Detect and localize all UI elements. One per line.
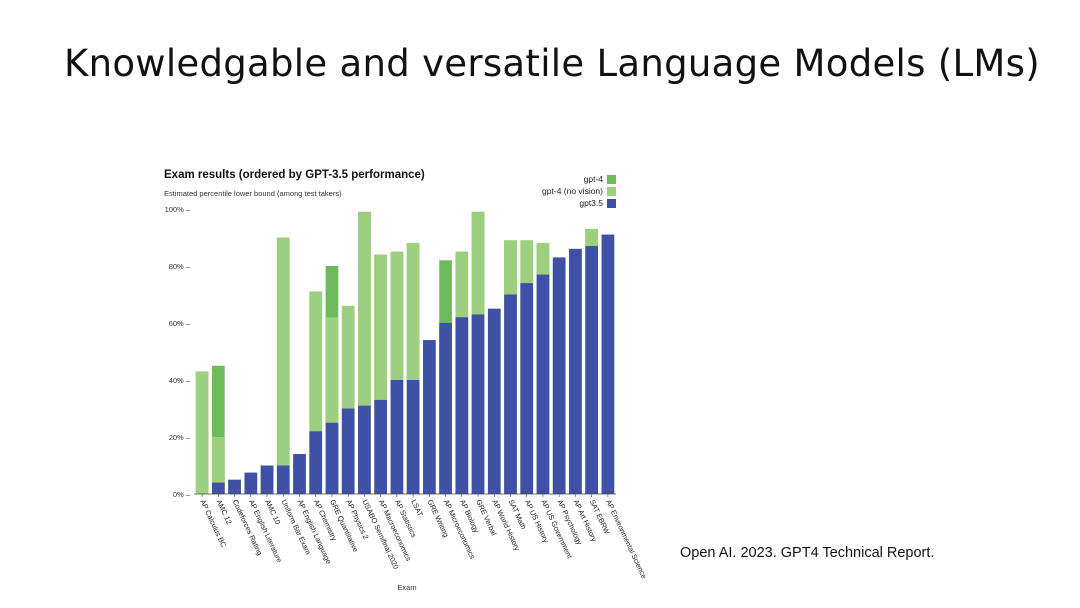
bar xyxy=(293,454,306,494)
bar xyxy=(276,237,290,494)
x-tick-label: LSAT xyxy=(409,498,425,518)
bar xyxy=(341,408,355,494)
bar xyxy=(552,257,566,494)
bar xyxy=(585,246,598,494)
y-tick-label: 0% – xyxy=(173,490,191,499)
bar xyxy=(358,405,371,494)
legend-label-gpt4-no-vision: gpt-4 (no vision) xyxy=(542,186,603,196)
bar xyxy=(212,482,225,494)
bar xyxy=(228,479,241,494)
legend-label-gpt4: gpt-4 xyxy=(583,174,603,184)
chart-legend: gpt-4 gpt-4 (no vision) gpt3.5 xyxy=(500,173,616,209)
bar xyxy=(212,437,225,494)
x-axis-title: Exam xyxy=(397,583,416,592)
bar xyxy=(195,371,209,494)
bar xyxy=(374,399,387,494)
bar xyxy=(276,465,290,494)
bar xyxy=(439,323,452,494)
bar xyxy=(536,274,550,494)
bar xyxy=(601,234,615,494)
chart-title: Exam results (ordered by GPT-3.5 perform… xyxy=(164,169,425,181)
y-tick-label: 60% – xyxy=(169,319,191,328)
y-tick-label: 80% – xyxy=(169,262,191,271)
bar xyxy=(504,294,517,494)
slide-title: Knowledgable and versatile Language Mode… xyxy=(64,42,1040,85)
y-tick-label: 20% – xyxy=(169,433,191,442)
chart-subtitle: Estimated percentile lower bound (among … xyxy=(164,189,342,198)
bar xyxy=(309,431,323,494)
bar xyxy=(569,248,582,494)
bar xyxy=(325,422,339,494)
bar xyxy=(487,308,501,494)
bar xyxy=(406,380,420,494)
bar xyxy=(390,380,404,494)
x-tick-label: AP Environmental Science xyxy=(604,498,649,580)
bar xyxy=(244,472,258,495)
legend-swatch-gpt4 xyxy=(607,174,616,184)
bar xyxy=(260,465,274,494)
bar xyxy=(455,317,469,494)
citation: Open AI. 2023. GPT4 Technical Report. xyxy=(680,545,935,561)
legend-swatch-gpt35 xyxy=(607,198,616,208)
legend-item-gpt4: gpt-4 xyxy=(500,173,616,185)
y-tick-label: 100% – xyxy=(165,205,191,214)
legend-label-gpt35: gpt3.5 xyxy=(579,198,603,208)
legend-item-gpt4-no-vision: gpt-4 (no vision) xyxy=(500,185,616,197)
legend-swatch-gpt4-no-vision xyxy=(607,186,616,196)
bar xyxy=(423,340,436,494)
y-tick-label: 40% – xyxy=(169,376,191,385)
bar xyxy=(520,283,534,494)
bar xyxy=(471,314,485,494)
legend-item-gpt35: gpt3.5 xyxy=(500,197,616,209)
